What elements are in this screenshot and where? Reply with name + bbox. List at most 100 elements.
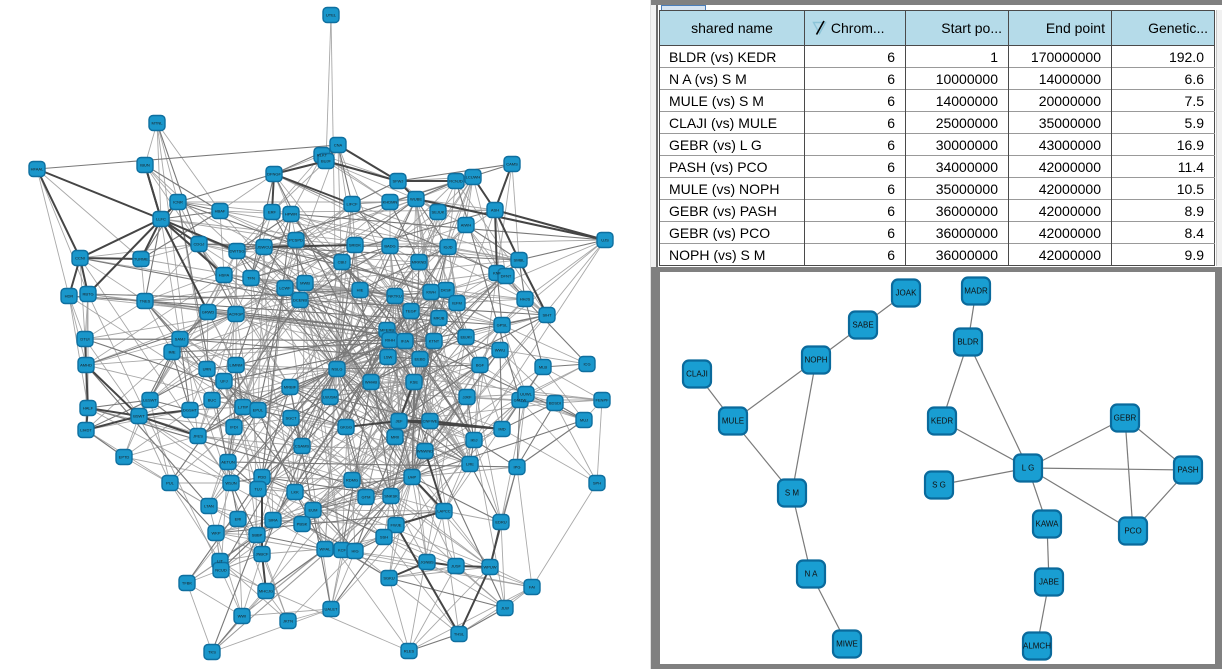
svg-text:CNA: CNA bbox=[334, 143, 343, 148]
svg-text:SBBP: SBBP bbox=[252, 533, 263, 538]
svg-text:SGKU: SGKU bbox=[383, 576, 394, 581]
svg-text:FAI: FAI bbox=[529, 585, 535, 590]
svg-text:JEF: JEF bbox=[395, 419, 403, 424]
svg-text:MHCJG: MHCJG bbox=[259, 589, 273, 594]
svg-text:LCWF: LCWF bbox=[279, 286, 291, 291]
svg-text:LJTIP: LJTIP bbox=[238, 405, 249, 410]
svg-text:WWI: WWI bbox=[238, 614, 247, 619]
svg-text:MRII: MRII bbox=[391, 435, 399, 440]
svg-text:LWJSM: LWJSM bbox=[323, 395, 337, 400]
svg-text:GTM: GTM bbox=[362, 495, 371, 500]
svg-text:CAMS: CAMS bbox=[506, 162, 518, 167]
svg-text:KEDR: KEDR bbox=[931, 417, 953, 426]
svg-text:GRWD: GRWD bbox=[202, 310, 215, 315]
svg-text:IFDI: IFDI bbox=[230, 425, 238, 430]
svg-text:BDSDI: BDSDI bbox=[549, 401, 561, 406]
svg-text:WPUW: WPUW bbox=[483, 565, 496, 570]
svg-text:IPG: IPG bbox=[514, 465, 521, 470]
svg-text:ALMCH: ALMCH bbox=[1023, 642, 1051, 651]
svg-text:ICNR: ICNR bbox=[173, 200, 183, 205]
svg-text:BLDR: BLDR bbox=[957, 338, 979, 347]
svg-text:SIHT: SIHT bbox=[542, 313, 552, 318]
svg-text:URN: URN bbox=[203, 367, 212, 372]
svg-text:IMD: IMD bbox=[498, 427, 505, 432]
svg-text:SAMJ: SAMJ bbox=[175, 337, 186, 342]
svg-text:TFN: TFN bbox=[247, 276, 255, 281]
svg-text:KAWA: KAWA bbox=[1036, 520, 1060, 529]
svg-text:EUM: EUM bbox=[309, 508, 318, 513]
svg-text:SMBL: SMBL bbox=[514, 258, 526, 263]
svg-text:IME: IME bbox=[168, 350, 175, 355]
svg-text:MRJB: MRJB bbox=[434, 316, 445, 321]
svg-text:KHDMN: KHDMN bbox=[383, 200, 398, 205]
svg-text:PBSK: PBSK bbox=[297, 522, 308, 527]
svg-text:IKIJ: IKIJ bbox=[471, 438, 478, 443]
svg-text:JSWCU: JSWCU bbox=[257, 245, 271, 250]
svg-text:TURME: TURME bbox=[134, 257, 149, 262]
svg-text:PCSPD: PCSPD bbox=[289, 238, 303, 243]
svg-text:ICG: ICG bbox=[583, 362, 590, 367]
svg-text:SGCT: SGCT bbox=[285, 416, 297, 421]
svg-text:MADR: MADR bbox=[964, 287, 988, 296]
svg-text:WSJN: WSJN bbox=[225, 481, 236, 486]
svg-text:CLAJI: CLAJI bbox=[686, 370, 708, 379]
svg-text:CSAMS: CSAMS bbox=[295, 444, 310, 449]
svg-text:AIWH: AIWH bbox=[461, 223, 472, 228]
svg-text:WNWND: WNWND bbox=[417, 449, 433, 454]
svg-text:WUBE: WUBE bbox=[410, 197, 422, 202]
svg-text:TKS: TKS bbox=[208, 650, 216, 655]
svg-text:WKP: WKP bbox=[211, 531, 220, 536]
svg-text:LIMNM: LIMNM bbox=[230, 363, 243, 368]
svg-text:MTNL: MTNL bbox=[152, 121, 164, 126]
svg-text:LAPCC: LAPCC bbox=[437, 509, 450, 514]
svg-text:UJS: UJS bbox=[601, 238, 609, 243]
svg-text:DFNT: DFNT bbox=[501, 274, 512, 279]
svg-text:UALET: UALET bbox=[325, 607, 338, 612]
svg-text:DKSF: DKSF bbox=[441, 288, 452, 293]
svg-text:GPSL: GPSL bbox=[497, 323, 508, 328]
svg-text:IBUN: IBUN bbox=[140, 163, 150, 168]
svg-text:HSFA: HSFA bbox=[219, 273, 230, 278]
svg-text:ERI: ERI bbox=[235, 517, 242, 522]
svg-text:LCUWH: LCUWH bbox=[466, 175, 481, 180]
svg-text:LIFCF: LIFCF bbox=[346, 202, 358, 207]
svg-text:KNF: KNF bbox=[493, 271, 502, 276]
svg-text:EPUL: EPUL bbox=[253, 408, 264, 413]
svg-text:JJKF: JJKF bbox=[462, 395, 472, 400]
svg-text:JABE: JABE bbox=[1039, 578, 1059, 587]
svg-text:DWTSG: DWTSG bbox=[230, 249, 245, 254]
svg-text:LKK: LKK bbox=[291, 490, 299, 495]
svg-text:GEBR: GEBR bbox=[1114, 414, 1137, 423]
svg-text:TFBK: TFBK bbox=[182, 581, 193, 586]
svg-text:PUL: PUL bbox=[166, 481, 175, 486]
svg-text:GKGG: GKGG bbox=[340, 425, 352, 430]
svg-text:UHP: UHP bbox=[408, 475, 417, 480]
svg-text:RLKT: RLKT bbox=[317, 153, 328, 158]
svg-text:KSE: KSE bbox=[410, 380, 418, 385]
svg-text:S M: S M bbox=[785, 489, 800, 498]
svg-text:SABE: SABE bbox=[852, 321, 873, 330]
svg-text:TEGP: TEGP bbox=[406, 309, 417, 314]
svg-text:ERF: ERF bbox=[268, 210, 277, 215]
svg-text:JLW: JLW bbox=[501, 606, 509, 611]
svg-text:NCUD: NCUD bbox=[215, 568, 227, 573]
svg-text:SRIDK: SRIDK bbox=[349, 243, 362, 248]
svg-text:KCF: KCF bbox=[338, 548, 347, 553]
svg-text:HHJS: HHJS bbox=[520, 297, 531, 302]
svg-text:KWH: KWH bbox=[426, 290, 435, 295]
svg-text:EBJKI: EBJKI bbox=[460, 335, 471, 340]
svg-text:MIWE: MIWE bbox=[836, 640, 858, 649]
svg-text:ACRGP: ACRGP bbox=[229, 312, 244, 317]
svg-text:PCO: PCO bbox=[1124, 527, 1141, 536]
svg-text:LIHDT: LIHDT bbox=[80, 428, 92, 433]
svg-text:NOPH: NOPH bbox=[804, 356, 827, 365]
svg-text:DFNGF: DFNGF bbox=[267, 172, 281, 177]
svg-text:UFJ: UFJ bbox=[220, 379, 227, 384]
svg-text:CNFWE: CNFWE bbox=[423, 419, 438, 424]
svg-text:CBIJ: CBIJ bbox=[338, 260, 347, 265]
svg-text:NSLG: NSLG bbox=[332, 367, 343, 372]
svg-text:WFAL: WFAL bbox=[320, 547, 332, 552]
svg-text:AMHD: AMHD bbox=[80, 363, 92, 368]
svg-text:FWJE: FWJE bbox=[391, 523, 402, 528]
svg-text:MRBIF: MRBIF bbox=[284, 385, 297, 390]
